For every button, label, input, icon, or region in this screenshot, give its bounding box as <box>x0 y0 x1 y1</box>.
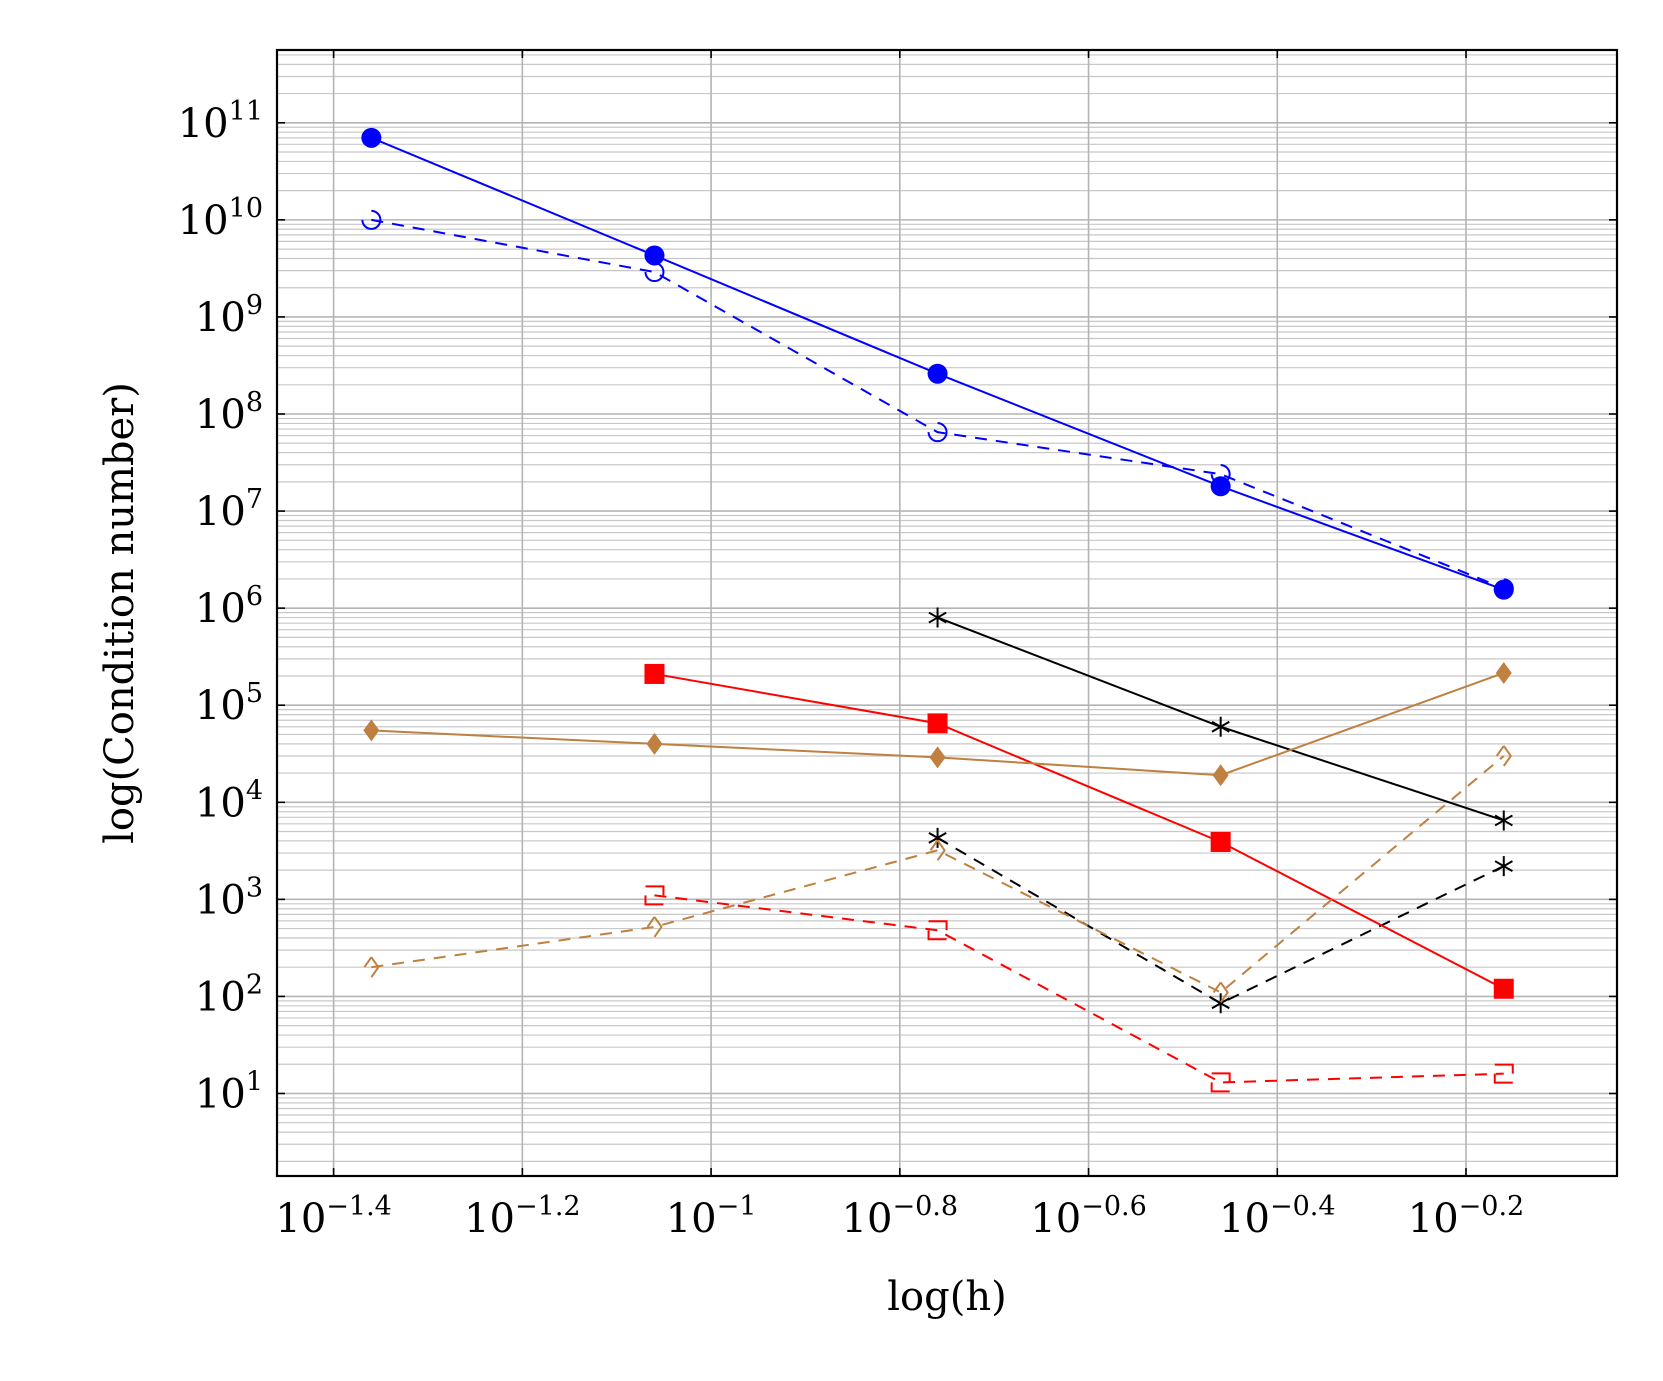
y-tick-label: 101 <box>195 1066 263 1117</box>
marker-half-diamond <box>929 839 946 861</box>
minor-grid <box>277 54 1617 1162</box>
marker-half-diamond <box>1495 745 1512 767</box>
marker-diamond <box>1495 661 1512 684</box>
x-tick-label: 10−0.2 <box>1408 1191 1524 1242</box>
marker-star <box>928 827 947 848</box>
marker-square <box>927 713 948 734</box>
marker-half-square <box>644 885 665 906</box>
series-5 <box>644 885 1514 1093</box>
x-tick-label: 10−0.6 <box>1030 1191 1146 1242</box>
marker-half-circle <box>361 209 382 230</box>
marker-half-square <box>1210 1072 1231 1093</box>
y-tick-label: 102 <box>195 969 263 1020</box>
y-tick-label: 106 <box>195 581 263 632</box>
y-tick-label: 103 <box>195 872 263 923</box>
marker-half-square <box>927 920 948 941</box>
series-3 <box>928 827 1513 1014</box>
plot-frame <box>275 48 1619 1178</box>
x-axis-title: log(h) <box>887 1274 1006 1320</box>
marker-circle <box>644 245 665 266</box>
x-tick-label: 10−0.8 <box>842 1191 958 1242</box>
y-tick-label: 109 <box>195 290 263 341</box>
series-line <box>371 218 1505 590</box>
marker-square <box>1210 831 1231 852</box>
series-1 <box>361 209 1514 599</box>
series-6 <box>363 661 1512 787</box>
x-tick-label: 10−1.4 <box>275 1191 391 1242</box>
series-layer <box>361 127 1514 1093</box>
series-2 <box>928 607 1513 831</box>
x-tick-label: 10−1 <box>666 1191 757 1242</box>
x-axis-ticks: 10−1.4 10−1.2 10−1 10−0.8 10−0.6 10−0.4 10−0.2 <box>275 50 1524 1242</box>
marker-half-circle <box>927 422 948 443</box>
x-tick-label: 10−1.2 <box>464 1191 580 1242</box>
marker-circle <box>927 363 948 384</box>
marker-diamond <box>1212 764 1229 787</box>
series-0 <box>361 127 1514 600</box>
y-axis-title: log(Condition number) <box>97 382 143 844</box>
y-tick-label: 108 <box>195 387 263 438</box>
y-tick-label: 1010 <box>178 193 263 244</box>
x-tick-label: 10−0.4 <box>1219 1191 1335 1242</box>
y-axis-ticks: 101 102 103 104 105 106 107 108 109 1010 1011 <box>178 96 1617 1117</box>
series-line <box>937 836 1505 1005</box>
marker-half-square <box>1493 1063 1514 1084</box>
series-7 <box>363 745 1512 1003</box>
marker-half-circle <box>1493 578 1514 599</box>
y-tick-label: 105 <box>195 678 263 729</box>
marker-half-diamond <box>363 956 380 978</box>
y-tick-label: 104 <box>195 775 263 826</box>
marker-star <box>1494 856 1513 877</box>
series-4 <box>644 663 1514 999</box>
marker-diamond <box>929 746 946 769</box>
marker-square <box>1493 978 1514 999</box>
series-line <box>654 672 1505 990</box>
marker-half-diamond <box>1212 981 1229 1003</box>
marker-half-circle <box>644 262 665 283</box>
marker-star <box>1211 716 1230 737</box>
major-grid <box>277 50 1617 1176</box>
marker-star <box>1211 993 1230 1014</box>
y-tick-label: 1011 <box>178 96 263 147</box>
marker-diamond <box>646 732 663 755</box>
marker-half-diamond <box>646 916 663 938</box>
series-line <box>371 755 1505 994</box>
marker-star <box>1494 810 1513 831</box>
marker-half-circle <box>1210 464 1231 485</box>
marker-star <box>928 607 947 628</box>
series-line <box>654 894 1504 1084</box>
marker-diamond <box>363 719 380 742</box>
y-tick-label: 107 <box>195 484 263 535</box>
marker-square <box>644 663 665 684</box>
marker-circle <box>361 127 382 148</box>
